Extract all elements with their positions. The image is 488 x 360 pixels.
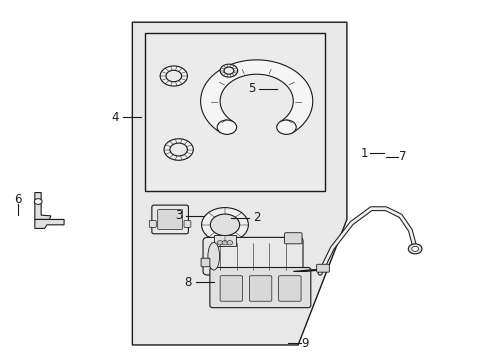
Polygon shape [35, 193, 51, 220]
Circle shape [160, 66, 187, 86]
Circle shape [210, 214, 239, 235]
Circle shape [34, 199, 42, 204]
FancyBboxPatch shape [249, 276, 271, 301]
Polygon shape [35, 220, 64, 228]
FancyBboxPatch shape [316, 264, 329, 272]
Circle shape [411, 246, 418, 251]
FancyBboxPatch shape [284, 233, 302, 244]
Text: 7: 7 [398, 150, 406, 163]
FancyBboxPatch shape [201, 258, 209, 267]
Text: 5: 5 [247, 82, 255, 95]
Polygon shape [214, 235, 235, 246]
Circle shape [220, 64, 237, 77]
Circle shape [276, 120, 296, 134]
Text: 4: 4 [111, 111, 119, 124]
FancyBboxPatch shape [158, 210, 182, 229]
Polygon shape [132, 22, 346, 345]
Circle shape [163, 139, 193, 160]
Text: 8: 8 [184, 276, 192, 289]
Circle shape [224, 67, 233, 74]
FancyBboxPatch shape [149, 221, 156, 227]
Circle shape [201, 208, 248, 242]
FancyBboxPatch shape [152, 205, 188, 234]
Circle shape [407, 244, 421, 254]
Circle shape [169, 143, 187, 156]
Circle shape [226, 240, 232, 245]
Text: 2: 2 [252, 211, 260, 224]
Text: 9: 9 [301, 337, 308, 350]
FancyBboxPatch shape [203, 237, 303, 275]
Bar [144, 33, 325, 191]
Circle shape [222, 240, 227, 245]
Circle shape [217, 240, 223, 245]
Polygon shape [293, 270, 325, 271]
Circle shape [165, 70, 181, 82]
FancyBboxPatch shape [278, 276, 301, 301]
Circle shape [217, 120, 236, 134]
Text: 3: 3 [175, 210, 182, 222]
FancyBboxPatch shape [183, 221, 190, 227]
Polygon shape [200, 60, 312, 133]
Text: 6: 6 [14, 193, 21, 206]
FancyBboxPatch shape [209, 267, 310, 308]
FancyBboxPatch shape [220, 276, 242, 301]
Ellipse shape [207, 242, 219, 270]
Text: 1: 1 [360, 147, 367, 159]
